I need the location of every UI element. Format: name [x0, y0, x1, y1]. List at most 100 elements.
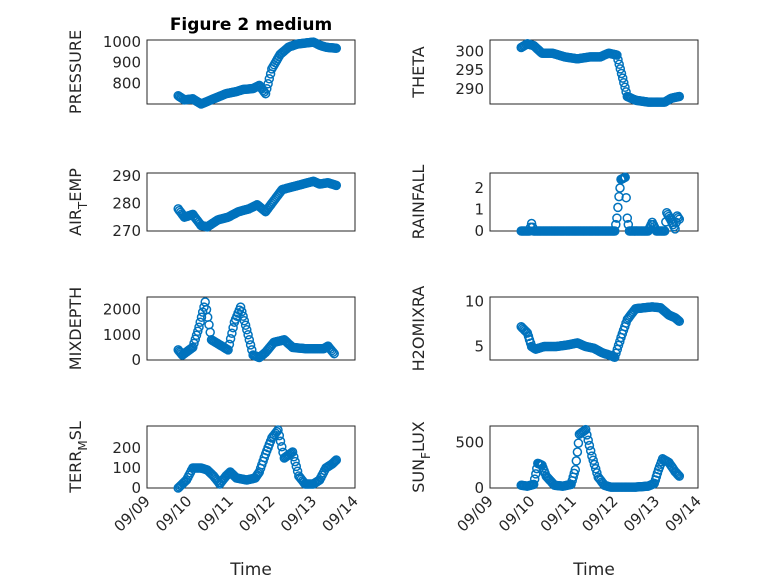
y-label-main: MIXDEPTH — [66, 287, 85, 370]
y-axis-label-rainfall: RAINFALL — [409, 165, 428, 240]
data-point — [277, 442, 287, 452]
data-point — [571, 456, 582, 466]
series-terrmsl — [173, 425, 342, 493]
y-label-sub: M — [76, 440, 90, 450]
y-label-sub: T — [76, 201, 90, 210]
x-axis-label-right: Time — [572, 560, 615, 580]
data-point — [610, 226, 620, 236]
series-sunflux — [516, 424, 685, 492]
data-point — [613, 202, 623, 213]
data-point — [290, 456, 300, 467]
data-point — [289, 452, 299, 462]
y-tick-label: 10 — [465, 293, 484, 311]
data-point — [531, 469, 541, 479]
data-point — [674, 91, 685, 102]
data-point — [673, 315, 683, 326]
data-point — [330, 456, 340, 466]
data-point — [585, 446, 596, 456]
data-point — [244, 335, 255, 345]
data-point — [572, 447, 583, 457]
data-point — [613, 54, 623, 65]
data-point — [590, 463, 601, 474]
data-point — [189, 338, 199, 349]
series-pressure — [173, 37, 342, 109]
y-axis-label-h2omixra: H2OMIXRA — [409, 286, 428, 372]
data-point — [291, 461, 302, 472]
data-point — [225, 334, 236, 344]
y-tick-label: 270 — [112, 222, 141, 240]
data-point — [580, 424, 591, 435]
data-point — [194, 322, 204, 332]
data-point — [659, 226, 670, 236]
y-tick-label: 280 — [112, 194, 141, 212]
y-tick-label: 2000 — [103, 301, 141, 319]
y-label-tail: EMP — [66, 168, 85, 202]
y-tick-label: 1000 — [103, 326, 141, 344]
data-point — [673, 470, 683, 480]
data-point — [329, 457, 339, 467]
series-theta — [516, 39, 685, 107]
data-point — [611, 219, 621, 230]
y-label-main: AIR — [66, 209, 85, 236]
y-label-main: SUN — [409, 459, 428, 493]
y-tick-label: 0 — [131, 479, 141, 497]
data-point — [588, 455, 598, 466]
data-point — [331, 180, 342, 191]
data-point — [673, 212, 683, 223]
y-axis-label-airtemp: AIRTEMP — [66, 168, 90, 236]
data-point — [260, 88, 271, 99]
data-point — [584, 440, 595, 451]
subplot-rainfall: 0 1 2 RAINFALL — [409, 165, 699, 240]
data-point — [328, 458, 338, 468]
data-point — [589, 459, 600, 470]
y-label-sub: F — [419, 452, 433, 459]
y-label-main: THETA — [409, 46, 428, 98]
data-point — [275, 436, 286, 446]
data-point — [672, 314, 682, 325]
data-point — [274, 430, 285, 441]
x-axis-label-left: Time — [229, 560, 272, 580]
data-point — [622, 213, 633, 223]
data-point — [262, 83, 272, 94]
data-point — [674, 471, 685, 481]
y-tick-label: 1000 — [103, 33, 141, 51]
data-point — [573, 438, 584, 448]
data-point — [240, 320, 251, 330]
data-point — [235, 302, 246, 312]
y-label-main: RAINFALL — [409, 165, 428, 240]
y-tick-label: 200 — [112, 439, 141, 457]
series-h2omixra — [516, 302, 685, 363]
data-point — [612, 213, 622, 223]
subplot-mixdepth: 0 1000 2000 MIXDEPTH — [66, 287, 356, 370]
data-point — [570, 465, 581, 475]
series-airtemp — [173, 176, 342, 232]
data-point — [326, 345, 337, 356]
data-point — [592, 468, 602, 478]
y-tick-label: 300 — [455, 42, 484, 60]
data-point — [331, 43, 342, 54]
y-tick-label: 290 — [455, 80, 484, 98]
y-axis-label-mixdepth: MIXDEPTH — [66, 287, 85, 370]
y-tick-label: 1 — [474, 201, 484, 219]
data-point — [615, 64, 626, 74]
data-point — [620, 172, 630, 183]
y-label-main: TERR — [66, 451, 85, 494]
data-point — [583, 435, 593, 445]
figure-title: Figure 2 medium — [170, 15, 332, 35]
data-point — [670, 224, 680, 234]
data-point — [237, 306, 247, 317]
data-point — [227, 328, 237, 339]
y-axis-label-pressure: PRESSURE — [66, 30, 85, 114]
y-label-main: PRESSURE — [66, 30, 85, 114]
data-point — [674, 214, 685, 224]
data-point — [331, 455, 342, 465]
data-point — [287, 447, 298, 457]
data-point — [587, 451, 597, 461]
series-mixdepth — [173, 297, 339, 363]
data-point — [619, 77, 629, 88]
data-point — [674, 316, 685, 327]
data-point — [264, 74, 275, 84]
data-point — [582, 430, 592, 440]
subplot-h2omixra: 5 10 H2OMIXRA — [409, 286, 699, 372]
